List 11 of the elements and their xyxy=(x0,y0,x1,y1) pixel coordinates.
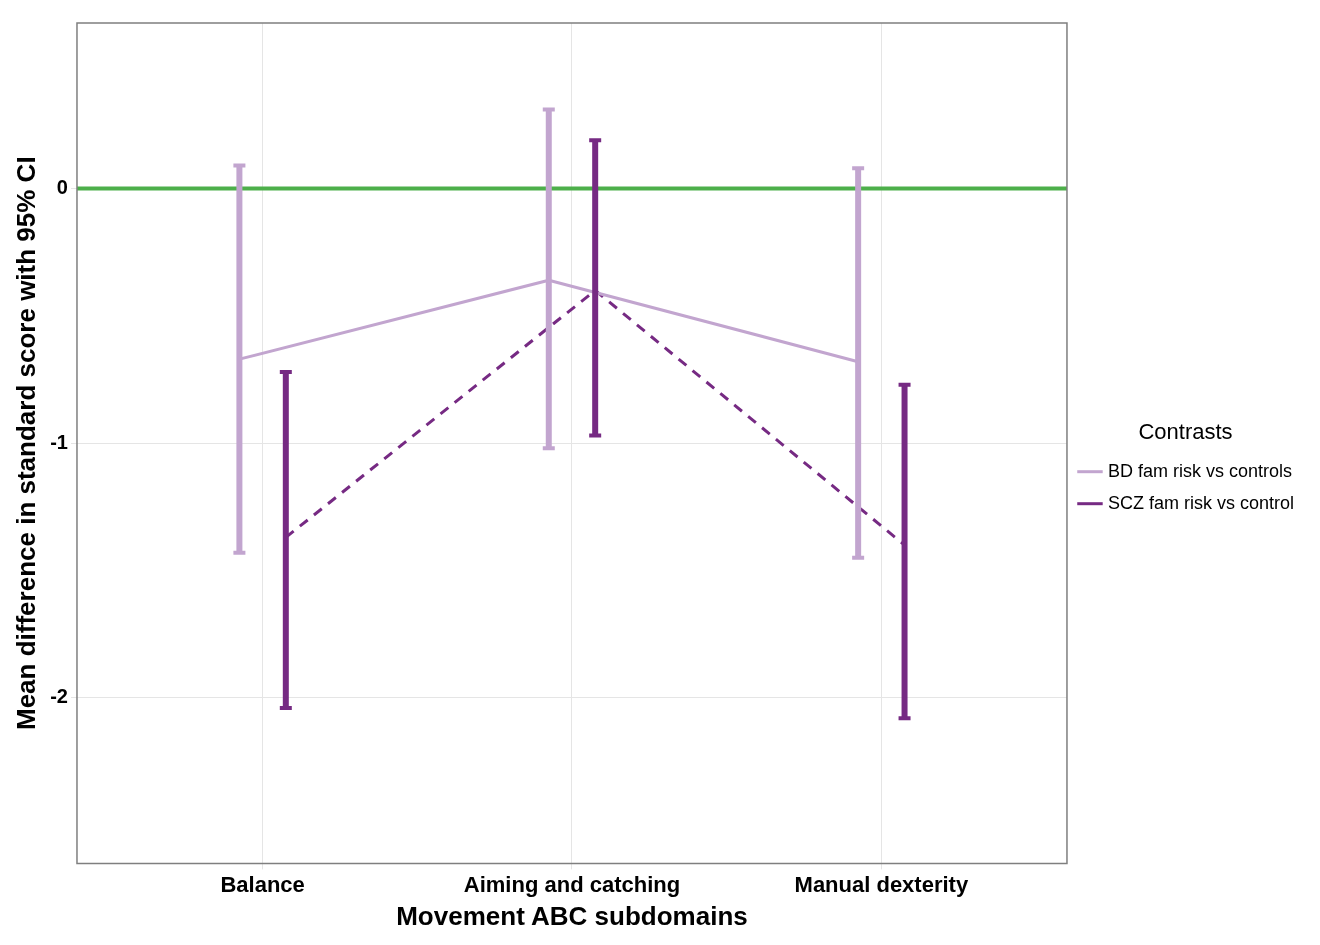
y-axis-title: Mean difference in standard score with 95% CI xyxy=(10,156,41,730)
legend-label: SCZ fam risk vs control xyxy=(1107,492,1294,513)
y-tick-label: -2 xyxy=(50,685,68,708)
x-axis-title: Movement ABC subdomains xyxy=(396,900,748,931)
x-tick-label: Manual dexterity xyxy=(794,871,969,897)
legend-title: Contrasts xyxy=(1138,419,1233,445)
x-tick-label: Aiming and catching xyxy=(463,871,681,897)
x-tick-label: Balance xyxy=(220,871,305,897)
legend-label: BD fam risk vs controls xyxy=(1107,460,1293,481)
y-tick-label: 0 xyxy=(56,176,68,199)
y-tick-label: -1 xyxy=(50,430,68,453)
